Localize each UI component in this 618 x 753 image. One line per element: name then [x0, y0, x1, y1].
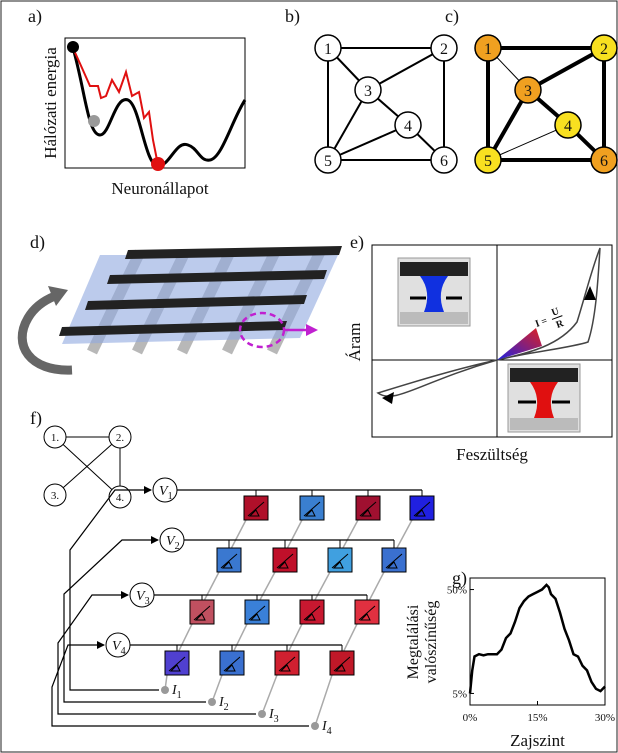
axis-label: valószínűség [423, 601, 440, 684]
node-label: 3. [51, 490, 60, 502]
current-label: I1 [171, 683, 182, 701]
arrow-head [144, 486, 152, 494]
node-label: 4 [564, 118, 572, 135]
node-label: 2. [116, 432, 125, 444]
panel-label: f) [30, 408, 42, 429]
node-label: 1 [484, 41, 492, 58]
node-label: 1. [51, 432, 60, 444]
arrow-head [121, 591, 129, 599]
formula: I = [534, 315, 549, 330]
arrow-head [97, 641, 105, 649]
current-node [161, 686, 169, 694]
feedback-wire [64, 540, 206, 702]
axis-label: Hálózati energia [41, 47, 60, 159]
panel-label: e) [350, 232, 364, 253]
subscript: 1 [168, 491, 173, 502]
current-node [258, 710, 266, 718]
node-label: 3 [524, 83, 532, 100]
node-label: 1 [324, 41, 332, 58]
subscript: 1 [177, 690, 182, 701]
node-label: 2 [440, 41, 448, 58]
x-tick-label: 0% [463, 712, 478, 724]
arrow-head [151, 536, 159, 544]
electrode [400, 312, 468, 324]
electrode [510, 368, 578, 382]
axis-label: Zajszint [510, 731, 565, 750]
local-minimum [88, 115, 100, 127]
node-label: 5 [324, 153, 332, 170]
electrode [510, 418, 578, 430]
subscript: 3 [145, 596, 150, 607]
panel-label: b) [285, 6, 300, 27]
panel-label: c) [445, 6, 459, 27]
node-label: 6 [600, 153, 608, 170]
x-tick-label: 30% [595, 712, 615, 724]
electrode [400, 262, 468, 276]
current-node [311, 722, 319, 730]
arrow-head [382, 392, 394, 404]
current-label: I3 [268, 707, 279, 725]
current-node [208, 698, 216, 706]
formula: R [555, 318, 566, 331]
energy-curve [73, 48, 245, 166]
node-label: 2 [600, 41, 608, 58]
subscript: 2 [224, 702, 229, 713]
arrow-head [306, 324, 318, 336]
axis-label: Megtalálási [405, 604, 422, 679]
global-minimum [151, 157, 165, 171]
subscript: 3 [274, 714, 279, 725]
node-label: 4. [116, 492, 125, 504]
panel-label: d) [30, 232, 45, 253]
y-tick-label: 5% [452, 688, 467, 700]
plot-box [470, 578, 605, 705]
subscript: 4 [121, 646, 126, 657]
line [470, 585, 605, 694]
node-label: 4 [404, 118, 412, 135]
node-label: 6 [440, 153, 448, 170]
node-label: 5 [484, 153, 492, 170]
y-tick-label: 50% [447, 585, 467, 597]
current-label: I4 [321, 719, 332, 737]
panel-label: a) [28, 6, 42, 27]
axis-label: Áram [345, 323, 364, 362]
x-tick-label: 15% [527, 712, 547, 724]
subscript: 2 [175, 541, 180, 552]
node-label: 3 [364, 83, 372, 100]
axis-label: Feszültség [456, 445, 528, 464]
current-label: I2 [218, 695, 229, 713]
start-state [67, 41, 79, 53]
figure: a) Hálózati energia Neuronállapot b) 1 2 3 4 5 6 c… [0, 0, 618, 753]
axis-label: Neuronállapot [111, 179, 209, 198]
subscript: 4 [327, 726, 332, 737]
